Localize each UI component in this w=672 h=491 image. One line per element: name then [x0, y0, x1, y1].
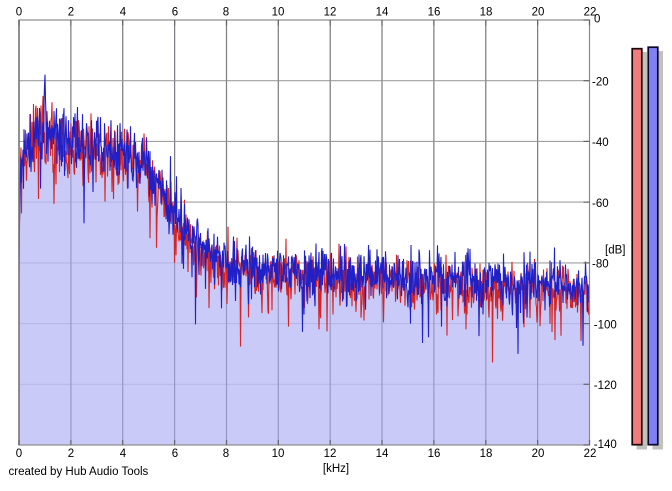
svg-text:-140: -140	[594, 439, 617, 451]
svg-text:-20: -20	[592, 77, 609, 89]
svg-text:16: 16	[428, 7, 441, 19]
svg-text:20: 20	[532, 448, 545, 460]
svg-text:[kHz]: [kHz]	[323, 463, 349, 475]
svg-text:10: 10	[272, 7, 285, 19]
svg-text:22: 22	[584, 448, 597, 460]
svg-text:created by Hub Audio Tools: created by Hub Audio Tools	[9, 466, 149, 478]
svg-text:2: 2	[68, 448, 74, 460]
svg-text:-40: -40	[592, 137, 609, 149]
svg-text:12: 12	[324, 7, 337, 19]
svg-text:-120: -120	[594, 380, 617, 392]
svg-text:22: 22	[584, 7, 597, 19]
svg-text:14: 14	[376, 448, 389, 460]
svg-text:8: 8	[223, 448, 229, 460]
svg-text:8: 8	[223, 7, 229, 19]
svg-text:10: 10	[272, 448, 285, 460]
svg-text:2: 2	[68, 7, 74, 19]
svg-text:18: 18	[480, 7, 493, 19]
svg-text:0: 0	[16, 448, 22, 460]
svg-text:[dB]: [dB]	[605, 245, 625, 257]
svg-text:-60: -60	[592, 198, 609, 210]
svg-text:-100: -100	[594, 319, 617, 331]
svg-text:0: 0	[594, 14, 600, 26]
svg-text:14: 14	[376, 7, 389, 19]
svg-text:18: 18	[480, 448, 493, 460]
svg-text:0: 0	[16, 7, 22, 19]
svg-text:16: 16	[428, 448, 441, 460]
svg-text:6: 6	[172, 448, 178, 460]
svg-text:4: 4	[120, 448, 127, 460]
svg-text:4: 4	[120, 7, 127, 19]
svg-text:12: 12	[324, 448, 337, 460]
svg-text:6: 6	[172, 7, 178, 19]
svg-text:20: 20	[532, 7, 545, 19]
svg-text:-80: -80	[592, 259, 609, 271]
